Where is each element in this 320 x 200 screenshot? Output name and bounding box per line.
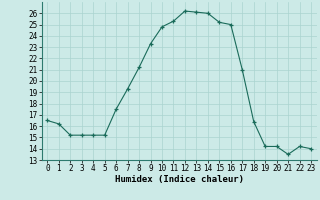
X-axis label: Humidex (Indice chaleur): Humidex (Indice chaleur) (115, 175, 244, 184)
